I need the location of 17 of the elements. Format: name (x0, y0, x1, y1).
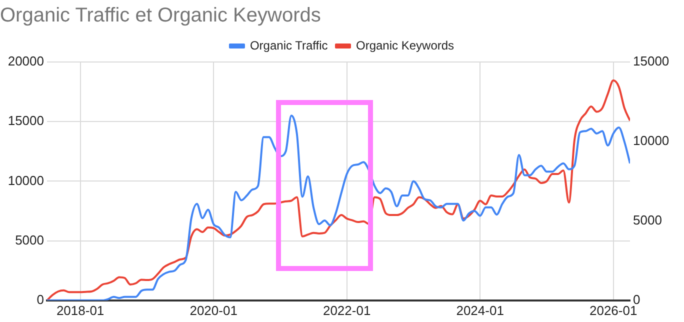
x-tick-label: 2018-01 (56, 302, 104, 318)
legend-label: Organic Traffic (250, 38, 328, 52)
chart-title: Organic Traffic et Organic Keywords (0, 4, 321, 27)
line-series (47, 114, 630, 300)
x-tick-label: 2020-01 (190, 302, 238, 318)
y-tick-label: 5000 (15, 232, 44, 248)
line-series (47, 79, 630, 300)
y-tick-label: 20000 (8, 54, 44, 69)
y2-tick-label: 15000 (633, 54, 670, 69)
x-tick-label: 2022-01 (322, 302, 371, 318)
y-tick-label: 10000 (8, 172, 44, 188)
y2-tick-label: 10000 (633, 133, 670, 148)
y2-tick-label: 5000 (633, 212, 662, 228)
legend-label: Organic Keywords (356, 38, 454, 52)
x-tick-label: 2024-01 (456, 302, 504, 318)
y-tick-label: 0 (36, 292, 44, 307)
y-tick-label: 15000 (8, 113, 44, 128)
